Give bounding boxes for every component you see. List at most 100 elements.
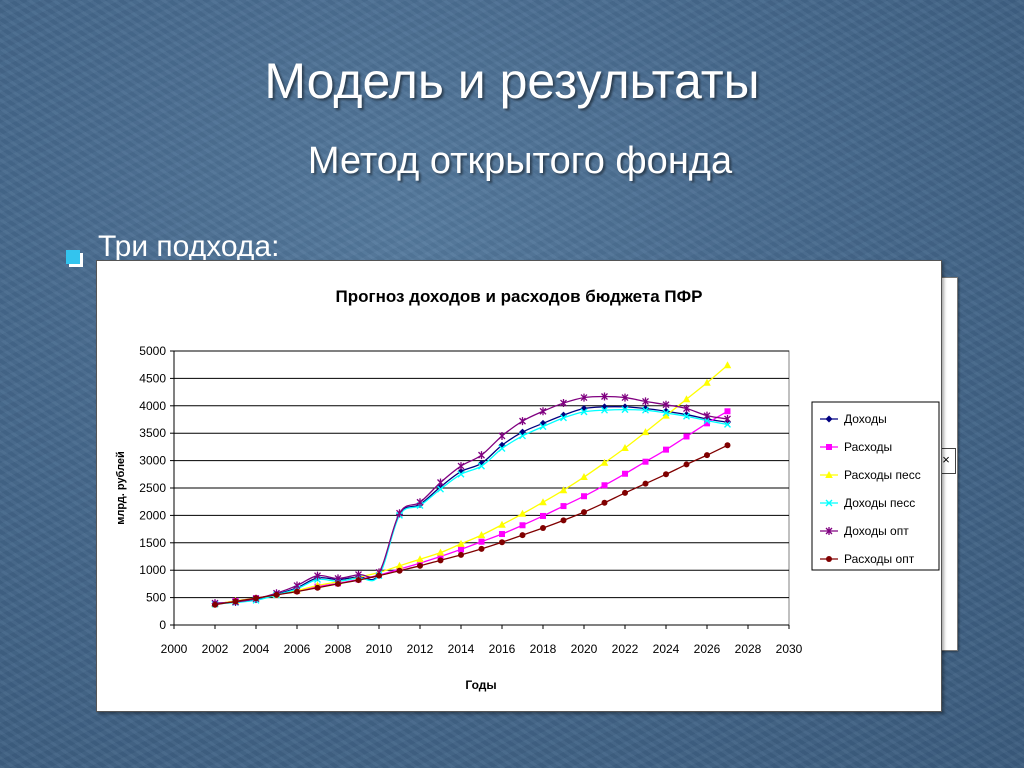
data-point	[580, 473, 588, 481]
data-point	[642, 397, 649, 406]
chart-container: Прогноз доходов и расходов бюджета ПФР Г…	[96, 260, 942, 712]
data-point	[683, 412, 690, 420]
data-point	[724, 442, 731, 449]
data-point	[436, 548, 445, 556]
data-point	[662, 411, 670, 419]
x-tick-label: 2026	[694, 642, 721, 656]
legend-entry: Доходы песс	[844, 496, 915, 510]
data-point	[663, 446, 669, 453]
data-point	[601, 406, 608, 414]
data-point	[622, 470, 628, 477]
y-tick-label: 1000	[139, 563, 166, 577]
x-tick-label: 2014	[448, 642, 475, 656]
x-tick-label: 2018	[530, 642, 557, 656]
y-tick-label: 4000	[139, 399, 166, 413]
x-tick-label: 2020	[571, 642, 598, 656]
y-tick-label: 5000	[139, 344, 166, 358]
bullet-square-icon	[66, 250, 80, 264]
data-point	[519, 532, 526, 539]
data-point	[601, 482, 608, 489]
data-point	[396, 509, 403, 518]
data-point	[458, 546, 464, 553]
data-point	[580, 408, 588, 416]
data-point	[437, 557, 444, 564]
data-point	[683, 433, 690, 440]
bullet-text: Три подхода:	[98, 230, 280, 263]
data-point	[825, 527, 833, 535]
legend-entry: Расходы опт	[844, 552, 915, 566]
data-point	[478, 451, 485, 460]
data-point	[478, 462, 485, 470]
data-point	[519, 417, 526, 426]
x-tick-label: 2024	[653, 642, 680, 656]
data-point	[376, 572, 382, 579]
y-tick-label: 500	[146, 591, 166, 605]
y-tick-label: 3500	[139, 426, 166, 440]
x-tick-label: 2006	[284, 642, 311, 656]
data-point	[825, 471, 833, 478]
data-point	[314, 571, 321, 580]
slide-subtitle: Метод открытого фонда	[307, 140, 733, 182]
x-tick-label: 2000	[161, 642, 188, 656]
data-point	[560, 517, 567, 524]
data-point	[601, 392, 608, 401]
data-point	[395, 561, 404, 569]
data-point	[273, 591, 280, 598]
data-point	[294, 588, 300, 595]
data-point	[825, 499, 833, 507]
data-point	[724, 408, 731, 415]
x-tick-label: 2002	[202, 642, 229, 656]
slide-title: Модель и результаты	[264, 53, 760, 109]
data-point	[518, 509, 527, 517]
legend-entry: Доходы	[844, 412, 887, 426]
data-point	[457, 470, 465, 478]
data-point	[703, 417, 711, 425]
plot-area: 0 500 1000 1500 2000 2500 3000 3500 4000 4500 5000…	[139, 344, 802, 656]
data-point	[641, 428, 650, 436]
data-point	[519, 522, 526, 529]
data-point	[499, 531, 505, 538]
x-tick-label: 2030	[776, 642, 803, 656]
data-point	[457, 462, 465, 471]
data-point	[704, 420, 710, 427]
x-tick-label: 2010	[366, 642, 393, 656]
data-point	[540, 512, 546, 519]
data-point	[293, 581, 301, 590]
data-point	[723, 361, 732, 369]
data-point	[560, 503, 567, 510]
x-tick-label: 2028	[735, 642, 762, 656]
data-point	[601, 499, 608, 506]
data-point	[724, 414, 731, 423]
data-point	[477, 531, 486, 539]
data-point	[683, 404, 690, 413]
data-point	[662, 409, 670, 417]
x-tick-label: 2012	[407, 642, 434, 656]
data-point	[396, 567, 403, 574]
data-point	[437, 483, 444, 491]
data-point	[580, 393, 588, 402]
data-point	[560, 414, 567, 422]
data-point	[703, 378, 711, 386]
data-point	[621, 406, 629, 414]
data-point	[704, 452, 710, 459]
data-point	[498, 520, 506, 528]
y-tick-label: 1500	[139, 536, 166, 550]
data-point	[600, 458, 609, 466]
data-point	[621, 443, 629, 451]
data-point	[724, 420, 731, 428]
data-point	[642, 480, 649, 487]
y-tick-label: 2000	[139, 508, 166, 522]
legend: Доходы Расходы Расходы песс Доходы песс Дохо…	[811, 401, 940, 571]
data-point	[539, 498, 547, 506]
data-point	[335, 580, 341, 587]
data-point	[417, 562, 423, 569]
legend-entry: Расходы песс	[844, 468, 921, 482]
data-point	[478, 545, 485, 552]
legend-entry: Доходы опт	[844, 524, 909, 538]
data-point	[355, 577, 362, 584]
data-point	[682, 395, 691, 403]
data-point	[825, 415, 833, 423]
data-point	[253, 595, 259, 602]
data-point	[560, 399, 567, 408]
y-tick-label: 0	[159, 618, 166, 632]
